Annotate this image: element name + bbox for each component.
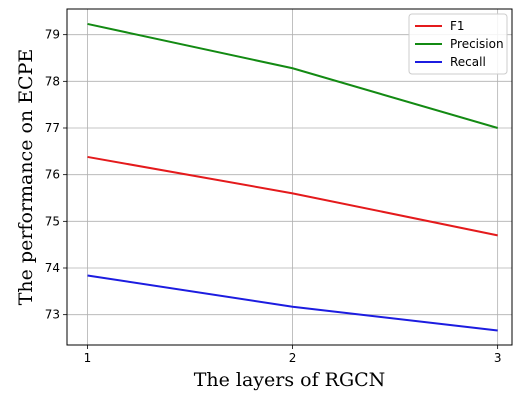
y-tick-label: 78: [45, 74, 60, 88]
x-tick-label: 3: [494, 351, 502, 365]
series-lines: [87, 22, 498, 332]
series-line-precision: [87, 22, 498, 129]
legend-label: Recall: [450, 55, 486, 69]
plot-frame: [66, 8, 513, 346]
legend-label: F1: [450, 19, 465, 33]
legend-label: Precision: [450, 37, 504, 51]
axis-ticks: 1 2 3 73 74 75 76 77 78 79: [45, 28, 502, 365]
y-tick-label: 76: [45, 168, 60, 182]
y-tick-label: 73: [45, 308, 60, 322]
x-tick-label: 1: [84, 351, 92, 365]
legend-box: [408, 13, 508, 75]
series-line-recall: [87, 274, 498, 332]
legend: F1 Precision Recall: [408, 13, 508, 75]
series-line-f1: [87, 155, 498, 237]
x-axis-title: The layers of RGCN: [194, 369, 386, 391]
y-tick-label: 74: [45, 261, 60, 275]
y-tick-label: 77: [45, 121, 60, 135]
y-axis-title: The performance on ECPE: [15, 49, 37, 306]
y-tick-label: 75: [45, 214, 60, 228]
x-tick-label: 2: [289, 351, 297, 365]
y-tick-label: 79: [45, 28, 60, 42]
